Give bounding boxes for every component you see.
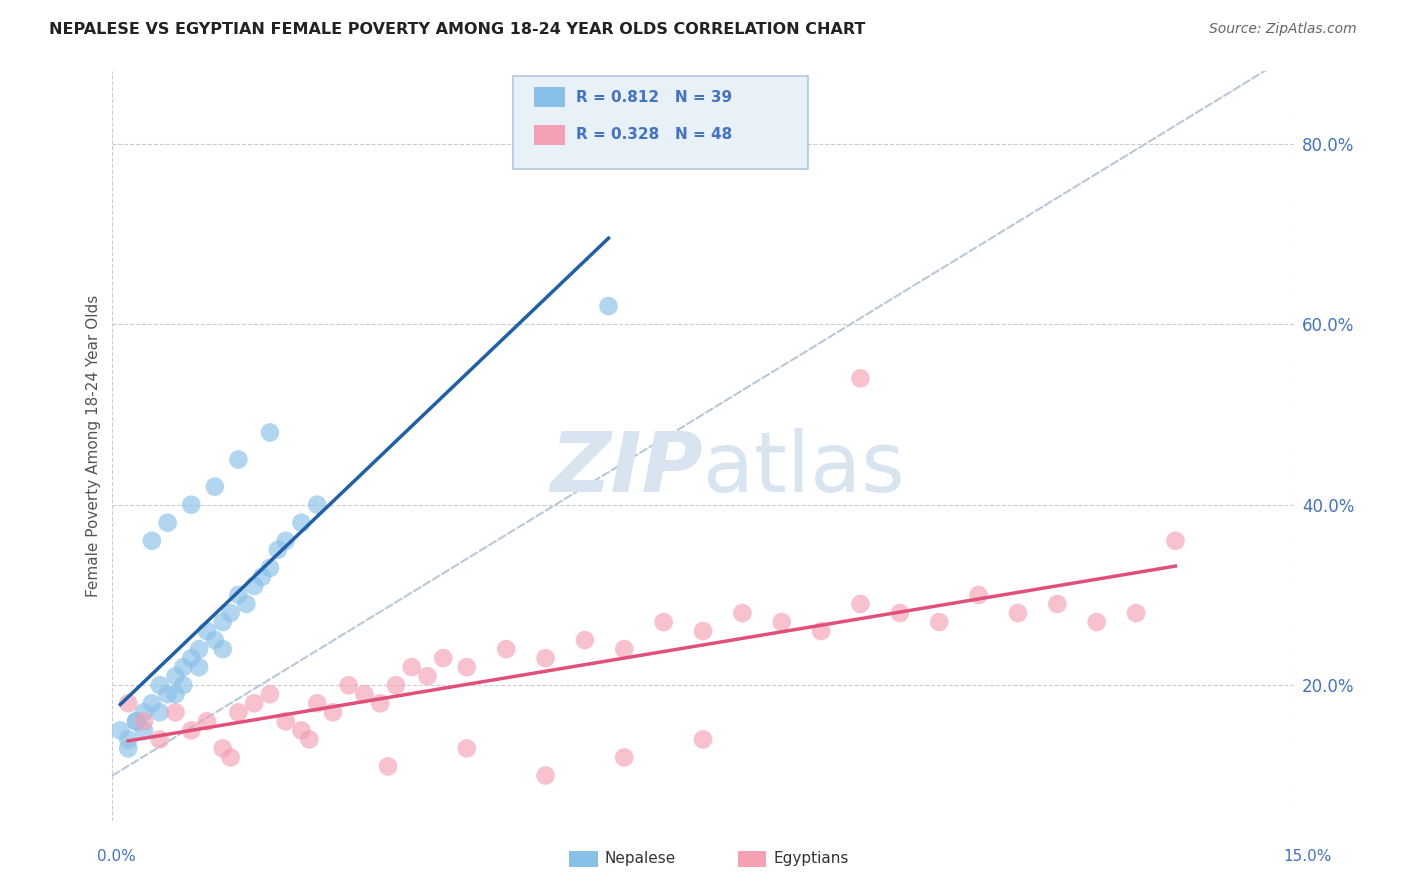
Point [172, 678, 194, 692]
Point [228, 452, 250, 467]
Point [274, 714, 297, 729]
Point [204, 633, 226, 648]
Point [235, 597, 257, 611]
Point [188, 642, 211, 657]
Point [259, 425, 281, 440]
Point [211, 642, 233, 657]
Point [117, 732, 139, 747]
Point [211, 615, 233, 629]
Text: Egyptians: Egyptians [773, 852, 849, 866]
Point [598, 299, 620, 313]
Point [219, 750, 242, 764]
Point [849, 371, 872, 385]
Point [274, 533, 297, 548]
Point [613, 642, 636, 657]
Point [228, 588, 250, 602]
Point [165, 687, 187, 701]
Y-axis label: Female Poverty Among 18-24 Year Olds: Female Poverty Among 18-24 Year Olds [86, 295, 101, 597]
Point [141, 533, 163, 548]
Point [889, 606, 911, 620]
Point [211, 741, 233, 756]
Point [149, 678, 172, 692]
Point [692, 624, 714, 638]
Text: 0.0%: 0.0% [97, 849, 136, 864]
Point [692, 732, 714, 747]
Point [1164, 533, 1187, 548]
Point [495, 642, 517, 657]
Point [1125, 606, 1147, 620]
Point [259, 687, 281, 701]
Point [810, 624, 832, 638]
Point [172, 660, 194, 674]
Point [243, 579, 266, 593]
Point [132, 723, 155, 738]
Point [180, 651, 202, 665]
Point [156, 687, 179, 701]
Text: R = 0.328   N = 48: R = 0.328 N = 48 [576, 128, 733, 142]
Text: Nepalese: Nepalese [605, 852, 676, 866]
Point [204, 480, 226, 494]
Point [132, 706, 155, 720]
Point [125, 714, 148, 729]
Text: 15.0%: 15.0% [1284, 849, 1331, 864]
Point [259, 561, 281, 575]
Point [322, 706, 344, 720]
Text: ZIP: ZIP [550, 428, 703, 509]
Point [132, 714, 155, 729]
Point [141, 696, 163, 710]
Point [416, 669, 439, 683]
Point [337, 678, 360, 692]
Point [125, 714, 148, 729]
Point [368, 696, 391, 710]
Point [149, 706, 172, 720]
Point [195, 714, 218, 729]
Point [456, 741, 478, 756]
Text: R = 0.812   N = 39: R = 0.812 N = 39 [576, 90, 733, 104]
Point [165, 669, 187, 683]
Point [1085, 615, 1108, 629]
Point [849, 597, 872, 611]
Point [290, 516, 312, 530]
Point [456, 660, 478, 674]
Text: atlas: atlas [703, 428, 904, 509]
Point [574, 633, 596, 648]
Point [298, 732, 321, 747]
Point [613, 750, 636, 764]
Point [156, 516, 179, 530]
Text: Source: ZipAtlas.com: Source: ZipAtlas.com [1209, 22, 1357, 37]
Point [534, 768, 557, 782]
Point [353, 687, 375, 701]
Point [307, 498, 329, 512]
Point [243, 696, 266, 710]
Point [195, 624, 218, 638]
Point [180, 498, 202, 512]
Point [534, 651, 557, 665]
Point [307, 696, 329, 710]
Point [377, 759, 399, 773]
Point [928, 615, 950, 629]
Point [219, 606, 242, 620]
Point [290, 723, 312, 738]
Point [117, 696, 139, 710]
Point [385, 678, 408, 692]
Point [401, 660, 423, 674]
Point [267, 542, 290, 557]
Point [149, 732, 172, 747]
Point [652, 615, 675, 629]
Point [1046, 597, 1069, 611]
Point [731, 606, 754, 620]
Point [967, 588, 990, 602]
Point [1007, 606, 1029, 620]
Point [165, 706, 187, 720]
Point [188, 660, 211, 674]
Text: NEPALESE VS EGYPTIAN FEMALE POVERTY AMONG 18-24 YEAR OLDS CORRELATION CHART: NEPALESE VS EGYPTIAN FEMALE POVERTY AMON… [49, 22, 866, 37]
Point [117, 741, 139, 756]
Point [110, 723, 132, 738]
Point [770, 615, 793, 629]
Point [228, 706, 250, 720]
Point [250, 570, 273, 584]
Point [432, 651, 454, 665]
Point [180, 723, 202, 738]
